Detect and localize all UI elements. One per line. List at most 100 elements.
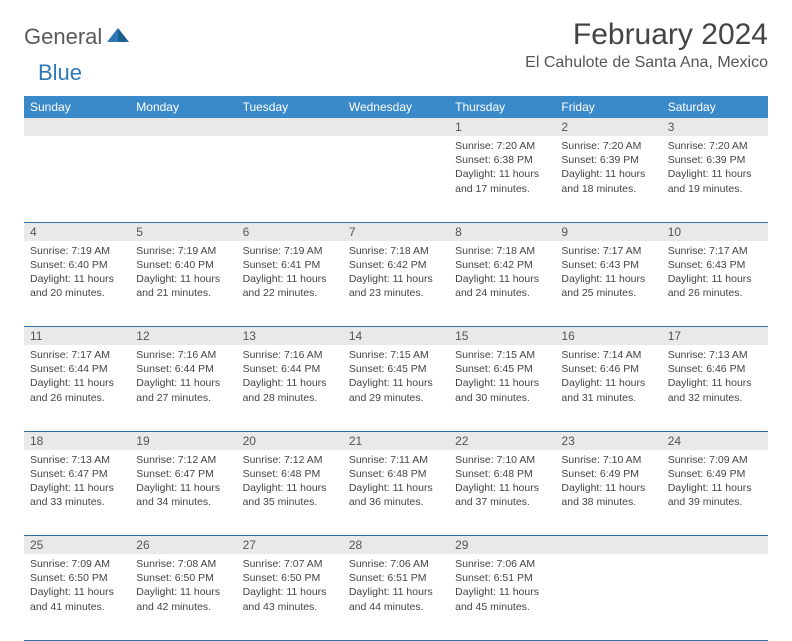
day-number bbox=[130, 118, 236, 136]
calendar-body: 123Sunrise: 7:20 AMSunset: 6:38 PMDaylig… bbox=[24, 118, 768, 640]
daynum-row: 11121314151617 bbox=[24, 327, 768, 346]
day-details: Sunrise: 7:15 AMSunset: 6:45 PMDaylight:… bbox=[343, 345, 449, 411]
logo-text-blue: Blue bbox=[38, 60, 82, 86]
day-number: 26 bbox=[130, 536, 236, 555]
day-cell: Sunrise: 7:19 AMSunset: 6:41 PMDaylight:… bbox=[237, 241, 343, 327]
weekday-header: Friday bbox=[555, 96, 661, 118]
day-details: Sunrise: 7:16 AMSunset: 6:44 PMDaylight:… bbox=[130, 345, 236, 411]
daynum-row: 123 bbox=[24, 118, 768, 136]
day-cell: Sunrise: 7:20 AMSunset: 6:39 PMDaylight:… bbox=[555, 136, 661, 222]
day-number: 18 bbox=[24, 431, 130, 450]
day-cell: Sunrise: 7:20 AMSunset: 6:39 PMDaylight:… bbox=[662, 136, 768, 222]
title-block: February 2024 El Cahulote de Santa Ana, … bbox=[525, 18, 768, 72]
weekday-header: Sunday bbox=[24, 96, 130, 118]
day-number: 15 bbox=[449, 327, 555, 346]
day-cell: Sunrise: 7:15 AMSunset: 6:45 PMDaylight:… bbox=[449, 345, 555, 431]
day-number: 16 bbox=[555, 327, 661, 346]
day-number: 24 bbox=[662, 431, 768, 450]
day-details: Sunrise: 7:14 AMSunset: 6:46 PMDaylight:… bbox=[555, 345, 661, 411]
day-number: 9 bbox=[555, 222, 661, 241]
day-details: Sunrise: 7:18 AMSunset: 6:42 PMDaylight:… bbox=[343, 241, 449, 307]
day-details: Sunrise: 7:20 AMSunset: 6:39 PMDaylight:… bbox=[662, 136, 768, 202]
day-details: Sunrise: 7:17 AMSunset: 6:44 PMDaylight:… bbox=[24, 345, 130, 411]
day-number: 21 bbox=[343, 431, 449, 450]
day-number: 2 bbox=[555, 118, 661, 136]
daynum-row: 45678910 bbox=[24, 222, 768, 241]
day-number: 7 bbox=[343, 222, 449, 241]
day-cell: Sunrise: 7:09 AMSunset: 6:50 PMDaylight:… bbox=[24, 554, 130, 640]
day-details: Sunrise: 7:20 AMSunset: 6:39 PMDaylight:… bbox=[555, 136, 661, 202]
day-details: Sunrise: 7:16 AMSunset: 6:44 PMDaylight:… bbox=[237, 345, 343, 411]
day-details: Sunrise: 7:20 AMSunset: 6:38 PMDaylight:… bbox=[449, 136, 555, 202]
weekday-header: Monday bbox=[130, 96, 236, 118]
day-number: 22 bbox=[449, 431, 555, 450]
week-row: Sunrise: 7:20 AMSunset: 6:38 PMDaylight:… bbox=[24, 136, 768, 222]
location: El Cahulote de Santa Ana, Mexico bbox=[525, 54, 768, 72]
weekday-header: Saturday bbox=[662, 96, 768, 118]
day-number: 14 bbox=[343, 327, 449, 346]
weekday-header: Wednesday bbox=[343, 96, 449, 118]
day-cell: Sunrise: 7:20 AMSunset: 6:38 PMDaylight:… bbox=[449, 136, 555, 222]
day-cell: Sunrise: 7:17 AMSunset: 6:44 PMDaylight:… bbox=[24, 345, 130, 431]
day-cell bbox=[237, 136, 343, 222]
logo-mark-icon bbox=[107, 26, 129, 49]
day-cell: Sunrise: 7:13 AMSunset: 6:47 PMDaylight:… bbox=[24, 450, 130, 536]
day-details: Sunrise: 7:17 AMSunset: 6:43 PMDaylight:… bbox=[662, 241, 768, 307]
day-cell: Sunrise: 7:16 AMSunset: 6:44 PMDaylight:… bbox=[130, 345, 236, 431]
day-cell: Sunrise: 7:10 AMSunset: 6:48 PMDaylight:… bbox=[449, 450, 555, 536]
day-cell: Sunrise: 7:11 AMSunset: 6:48 PMDaylight:… bbox=[343, 450, 449, 536]
day-number: 6 bbox=[237, 222, 343, 241]
day-cell: Sunrise: 7:19 AMSunset: 6:40 PMDaylight:… bbox=[24, 241, 130, 327]
day-details: Sunrise: 7:19 AMSunset: 6:41 PMDaylight:… bbox=[237, 241, 343, 307]
day-details: Sunrise: 7:11 AMSunset: 6:48 PMDaylight:… bbox=[343, 450, 449, 516]
day-cell bbox=[662, 554, 768, 640]
week-row: Sunrise: 7:13 AMSunset: 6:47 PMDaylight:… bbox=[24, 450, 768, 536]
day-details: Sunrise: 7:13 AMSunset: 6:46 PMDaylight:… bbox=[662, 345, 768, 411]
day-cell: Sunrise: 7:17 AMSunset: 6:43 PMDaylight:… bbox=[555, 241, 661, 327]
day-number: 25 bbox=[24, 536, 130, 555]
month-title: February 2024 bbox=[525, 18, 768, 52]
day-number bbox=[24, 118, 130, 136]
calendar-table: SundayMondayTuesdayWednesdayThursdayFrid… bbox=[24, 96, 768, 641]
week-row: Sunrise: 7:19 AMSunset: 6:40 PMDaylight:… bbox=[24, 241, 768, 327]
day-number: 20 bbox=[237, 431, 343, 450]
daynum-row: 18192021222324 bbox=[24, 431, 768, 450]
day-details: Sunrise: 7:07 AMSunset: 6:50 PMDaylight:… bbox=[237, 554, 343, 620]
day-cell: Sunrise: 7:12 AMSunset: 6:48 PMDaylight:… bbox=[237, 450, 343, 536]
day-details: Sunrise: 7:17 AMSunset: 6:43 PMDaylight:… bbox=[555, 241, 661, 307]
weekday-header: Tuesday bbox=[237, 96, 343, 118]
day-cell bbox=[555, 554, 661, 640]
day-details: Sunrise: 7:19 AMSunset: 6:40 PMDaylight:… bbox=[130, 241, 236, 307]
day-cell: Sunrise: 7:08 AMSunset: 6:50 PMDaylight:… bbox=[130, 554, 236, 640]
day-number: 13 bbox=[237, 327, 343, 346]
day-details: Sunrise: 7:15 AMSunset: 6:45 PMDaylight:… bbox=[449, 345, 555, 411]
daynum-row: 2526272829 bbox=[24, 536, 768, 555]
weekday-row: SundayMondayTuesdayWednesdayThursdayFrid… bbox=[24, 96, 768, 118]
day-number: 29 bbox=[449, 536, 555, 555]
day-cell: Sunrise: 7:10 AMSunset: 6:49 PMDaylight:… bbox=[555, 450, 661, 536]
day-cell: Sunrise: 7:06 AMSunset: 6:51 PMDaylight:… bbox=[343, 554, 449, 640]
day-details: Sunrise: 7:13 AMSunset: 6:47 PMDaylight:… bbox=[24, 450, 130, 516]
day-number: 19 bbox=[130, 431, 236, 450]
day-cell: Sunrise: 7:13 AMSunset: 6:46 PMDaylight:… bbox=[662, 345, 768, 431]
day-details: Sunrise: 7:09 AMSunset: 6:49 PMDaylight:… bbox=[662, 450, 768, 516]
week-row: Sunrise: 7:17 AMSunset: 6:44 PMDaylight:… bbox=[24, 345, 768, 431]
day-number bbox=[237, 118, 343, 136]
day-details: Sunrise: 7:10 AMSunset: 6:48 PMDaylight:… bbox=[449, 450, 555, 516]
day-cell: Sunrise: 7:17 AMSunset: 6:43 PMDaylight:… bbox=[662, 241, 768, 327]
day-number: 1 bbox=[449, 118, 555, 136]
day-number: 5 bbox=[130, 222, 236, 241]
logo-text-general: General bbox=[24, 24, 102, 50]
day-details: Sunrise: 7:10 AMSunset: 6:49 PMDaylight:… bbox=[555, 450, 661, 516]
day-cell bbox=[24, 136, 130, 222]
day-number: 17 bbox=[662, 327, 768, 346]
day-number: 28 bbox=[343, 536, 449, 555]
day-number: 27 bbox=[237, 536, 343, 555]
day-details: Sunrise: 7:08 AMSunset: 6:50 PMDaylight:… bbox=[130, 554, 236, 620]
day-number: 11 bbox=[24, 327, 130, 346]
day-details: Sunrise: 7:12 AMSunset: 6:47 PMDaylight:… bbox=[130, 450, 236, 516]
day-number: 23 bbox=[555, 431, 661, 450]
day-cell: Sunrise: 7:18 AMSunset: 6:42 PMDaylight:… bbox=[449, 241, 555, 327]
day-details: Sunrise: 7:09 AMSunset: 6:50 PMDaylight:… bbox=[24, 554, 130, 620]
day-number bbox=[662, 536, 768, 555]
